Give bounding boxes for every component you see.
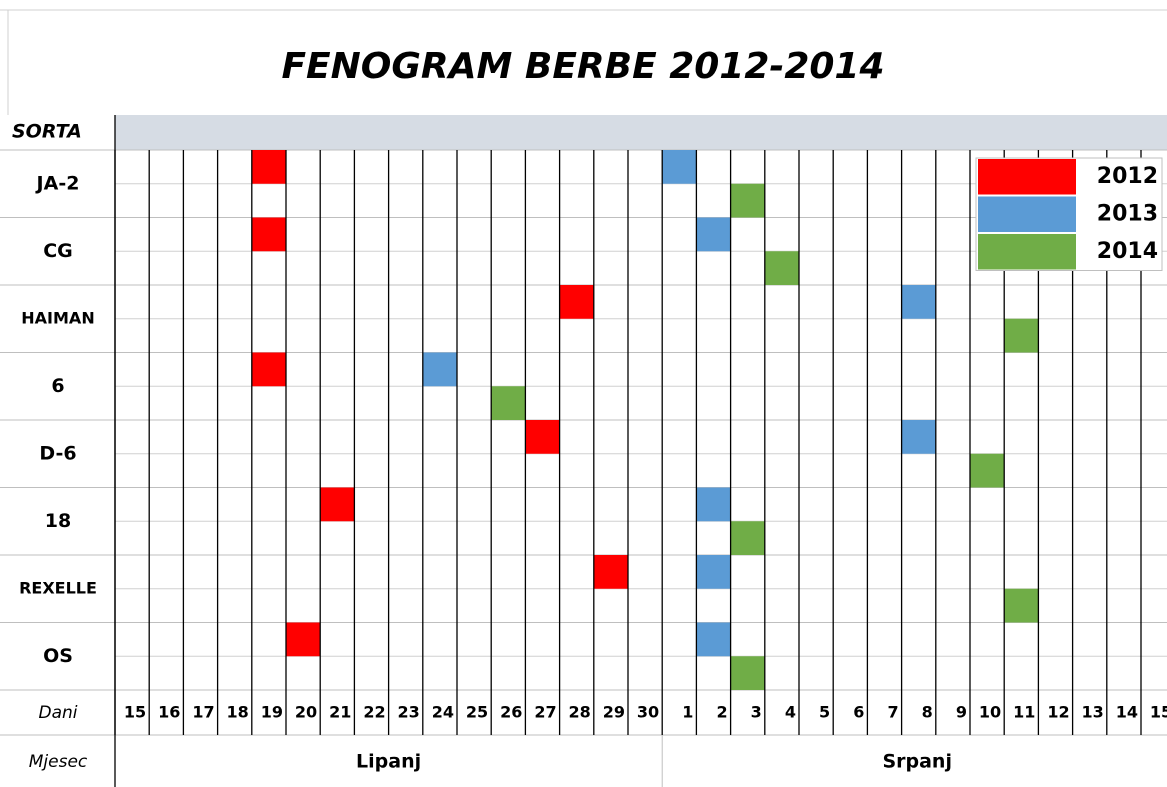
legend-swatch [978, 196, 1076, 232]
day-label: 17 [192, 703, 214, 722]
x-header: Dani [38, 703, 77, 723]
harvest-cell [251, 150, 286, 184]
harvest-cell [730, 656, 765, 690]
harvest-cell [422, 352, 457, 387]
title: FENOGRAM BERBE 2012-2014 [281, 46, 884, 87]
day-label: 10 [979, 703, 1001, 722]
day-label: 19 [261, 703, 283, 722]
harvest-cell [251, 217, 286, 252]
harvest-cell [286, 622, 321, 657]
legend-label: 2014 [1097, 239, 1158, 264]
month-label: Srpanj [882, 751, 952, 773]
legend-label: 2012 [1097, 164, 1158, 189]
variety-label: D-6 [39, 442, 76, 464]
day-label: 22 [363, 703, 385, 722]
variety-label: OS [43, 645, 73, 667]
harvest-cell [696, 217, 731, 252]
variety-label: REXELLE [19, 578, 97, 597]
day-label: 9 [956, 703, 967, 722]
day-label: 8 [922, 703, 933, 722]
harvest-cell [251, 352, 286, 387]
day-label: 4 [785, 703, 796, 722]
day-label: 27 [534, 703, 556, 722]
variety-label: CG [43, 240, 73, 262]
harvest-cell [696, 555, 731, 589]
day-label: 28 [569, 703, 591, 722]
day-label: 1 [682, 703, 693, 722]
legend-label: 2013 [1097, 201, 1158, 226]
harvest-cell [696, 487, 731, 522]
day-label: 18 [227, 703, 249, 722]
day-label: 25 [466, 703, 488, 722]
harvest-cell [901, 285, 936, 319]
day-label: 29 [603, 703, 625, 722]
day-label: 5 [819, 703, 830, 722]
day-label: 26 [500, 703, 522, 722]
harvest-cell [970, 453, 1005, 488]
legend-swatch [978, 234, 1076, 270]
month-header: Mjesec [29, 752, 88, 772]
harvest-cell [730, 183, 765, 218]
day-label: 15 [1150, 703, 1167, 722]
variety-label: 6 [51, 375, 64, 397]
variety-label: JA-2 [35, 172, 80, 194]
day-label: 2 [716, 703, 727, 722]
variety-label: 18 [45, 510, 71, 532]
day-label: 6 [853, 703, 864, 722]
day-label: 24 [432, 703, 454, 722]
harvest-cell [1004, 588, 1039, 623]
day-label: 7 [887, 703, 898, 722]
harvest-cell [593, 555, 628, 589]
legend-swatch [978, 159, 1076, 195]
day-label: 3 [751, 703, 762, 722]
month-label: Lipanj [356, 751, 421, 773]
day-label: 11 [1013, 703, 1035, 722]
header-band [115, 115, 1167, 150]
harvest-cell [730, 521, 765, 555]
harvest-cell [491, 386, 526, 420]
day-label: 21 [329, 703, 351, 722]
day-label: 20 [295, 703, 317, 722]
day-label: 23 [398, 703, 420, 722]
day-label: 16 [158, 703, 180, 722]
harvest-cell [525, 420, 560, 454]
harvest-cell [320, 487, 355, 522]
row-header: SORTA [12, 121, 82, 143]
harvest-cell [559, 285, 594, 319]
day-label: 13 [1082, 703, 1104, 722]
harvest-cell [1004, 318, 1039, 353]
harvest-cell [901, 420, 936, 454]
day-label: 12 [1047, 703, 1069, 722]
day-label: 14 [1116, 703, 1138, 722]
day-label: 15 [124, 703, 146, 722]
harvest-cell [696, 622, 731, 657]
harvest-cell [662, 150, 697, 184]
harvest-cell [764, 251, 799, 285]
variety-label: HAIMAN [21, 308, 94, 327]
day-label: 30 [637, 703, 659, 722]
